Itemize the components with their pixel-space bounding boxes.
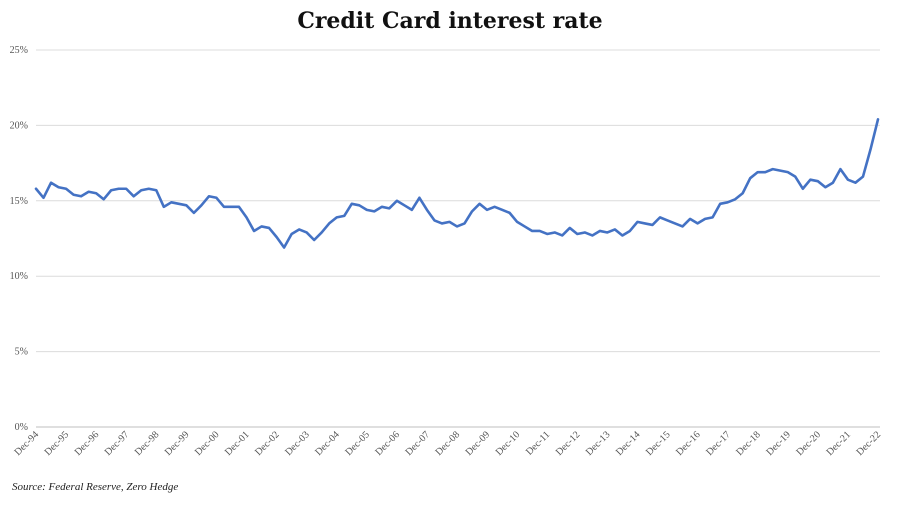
x-tick-label: Dec-96 bbox=[73, 429, 102, 458]
chart-title: Credit Card interest rate bbox=[297, 8, 603, 34]
x-axis-ticks: Dec-94 Dec-95 Dec-96 Dec-97 Dec-98 Dec-99 Dec-… bbox=[13, 429, 884, 458]
x-tick-label: Dec-10 bbox=[494, 429, 523, 458]
source-note: Source: Federal Reserve, Zero Hedge bbox=[12, 481, 179, 493]
x-tick-label: Dec-09 bbox=[464, 429, 493, 458]
x-tick-label: Dec-08 bbox=[434, 429, 463, 458]
x-tick-label: Dec-06 bbox=[373, 429, 402, 458]
x-tick-label: Dec-16 bbox=[674, 429, 703, 458]
x-tick-label: Dec-07 bbox=[403, 429, 432, 458]
x-tick-label: Dec-98 bbox=[133, 429, 162, 458]
x-tick-label: Dec-02 bbox=[253, 429, 282, 458]
y-tick-label: 10% bbox=[10, 271, 28, 282]
y-tick-label: 0% bbox=[15, 422, 28, 433]
y-tick-label: 15% bbox=[10, 196, 28, 207]
x-tick-label: Dec-00 bbox=[193, 429, 222, 458]
x-tick-label: Dec-18 bbox=[734, 429, 763, 458]
x-tick-label: Dec-17 bbox=[704, 429, 733, 458]
x-tick-label: Dec-99 bbox=[163, 429, 192, 458]
x-tick-label: Dec-11 bbox=[524, 429, 552, 457]
x-tick-label: Dec-03 bbox=[283, 429, 312, 458]
x-tick-label: Dec-94 bbox=[13, 429, 42, 458]
x-tick-label: Dec-01 bbox=[223, 429, 252, 458]
x-tick-label: Dec-21 bbox=[824, 429, 853, 458]
y-tick-label: 20% bbox=[10, 120, 28, 131]
x-tick-label: Dec-20 bbox=[794, 429, 823, 458]
x-tick-label: Dec-95 bbox=[43, 429, 72, 458]
series-line bbox=[34, 118, 880, 249]
x-tick-label: Dec-14 bbox=[614, 429, 643, 458]
y-axis-ticks: 0% 5% 10% 15% 20% 25% bbox=[10, 45, 28, 433]
x-tick-label: Dec-19 bbox=[764, 429, 793, 458]
y-tick-label: 5% bbox=[15, 347, 28, 358]
gridlines bbox=[36, 49, 880, 428]
y-tick-label: 25% bbox=[10, 45, 28, 56]
x-tick-label: Dec-04 bbox=[313, 429, 342, 458]
x-tick-label: Dec-13 bbox=[584, 429, 613, 458]
x-tick-label: Dec-22 bbox=[855, 429, 884, 458]
x-tick-label: Dec-05 bbox=[343, 429, 372, 458]
x-tick-label: Dec-97 bbox=[103, 429, 132, 458]
credit-card-rate-line bbox=[34, 118, 880, 249]
x-tick-label: Dec-15 bbox=[644, 429, 673, 458]
x-tick-label: Dec-12 bbox=[554, 429, 583, 458]
